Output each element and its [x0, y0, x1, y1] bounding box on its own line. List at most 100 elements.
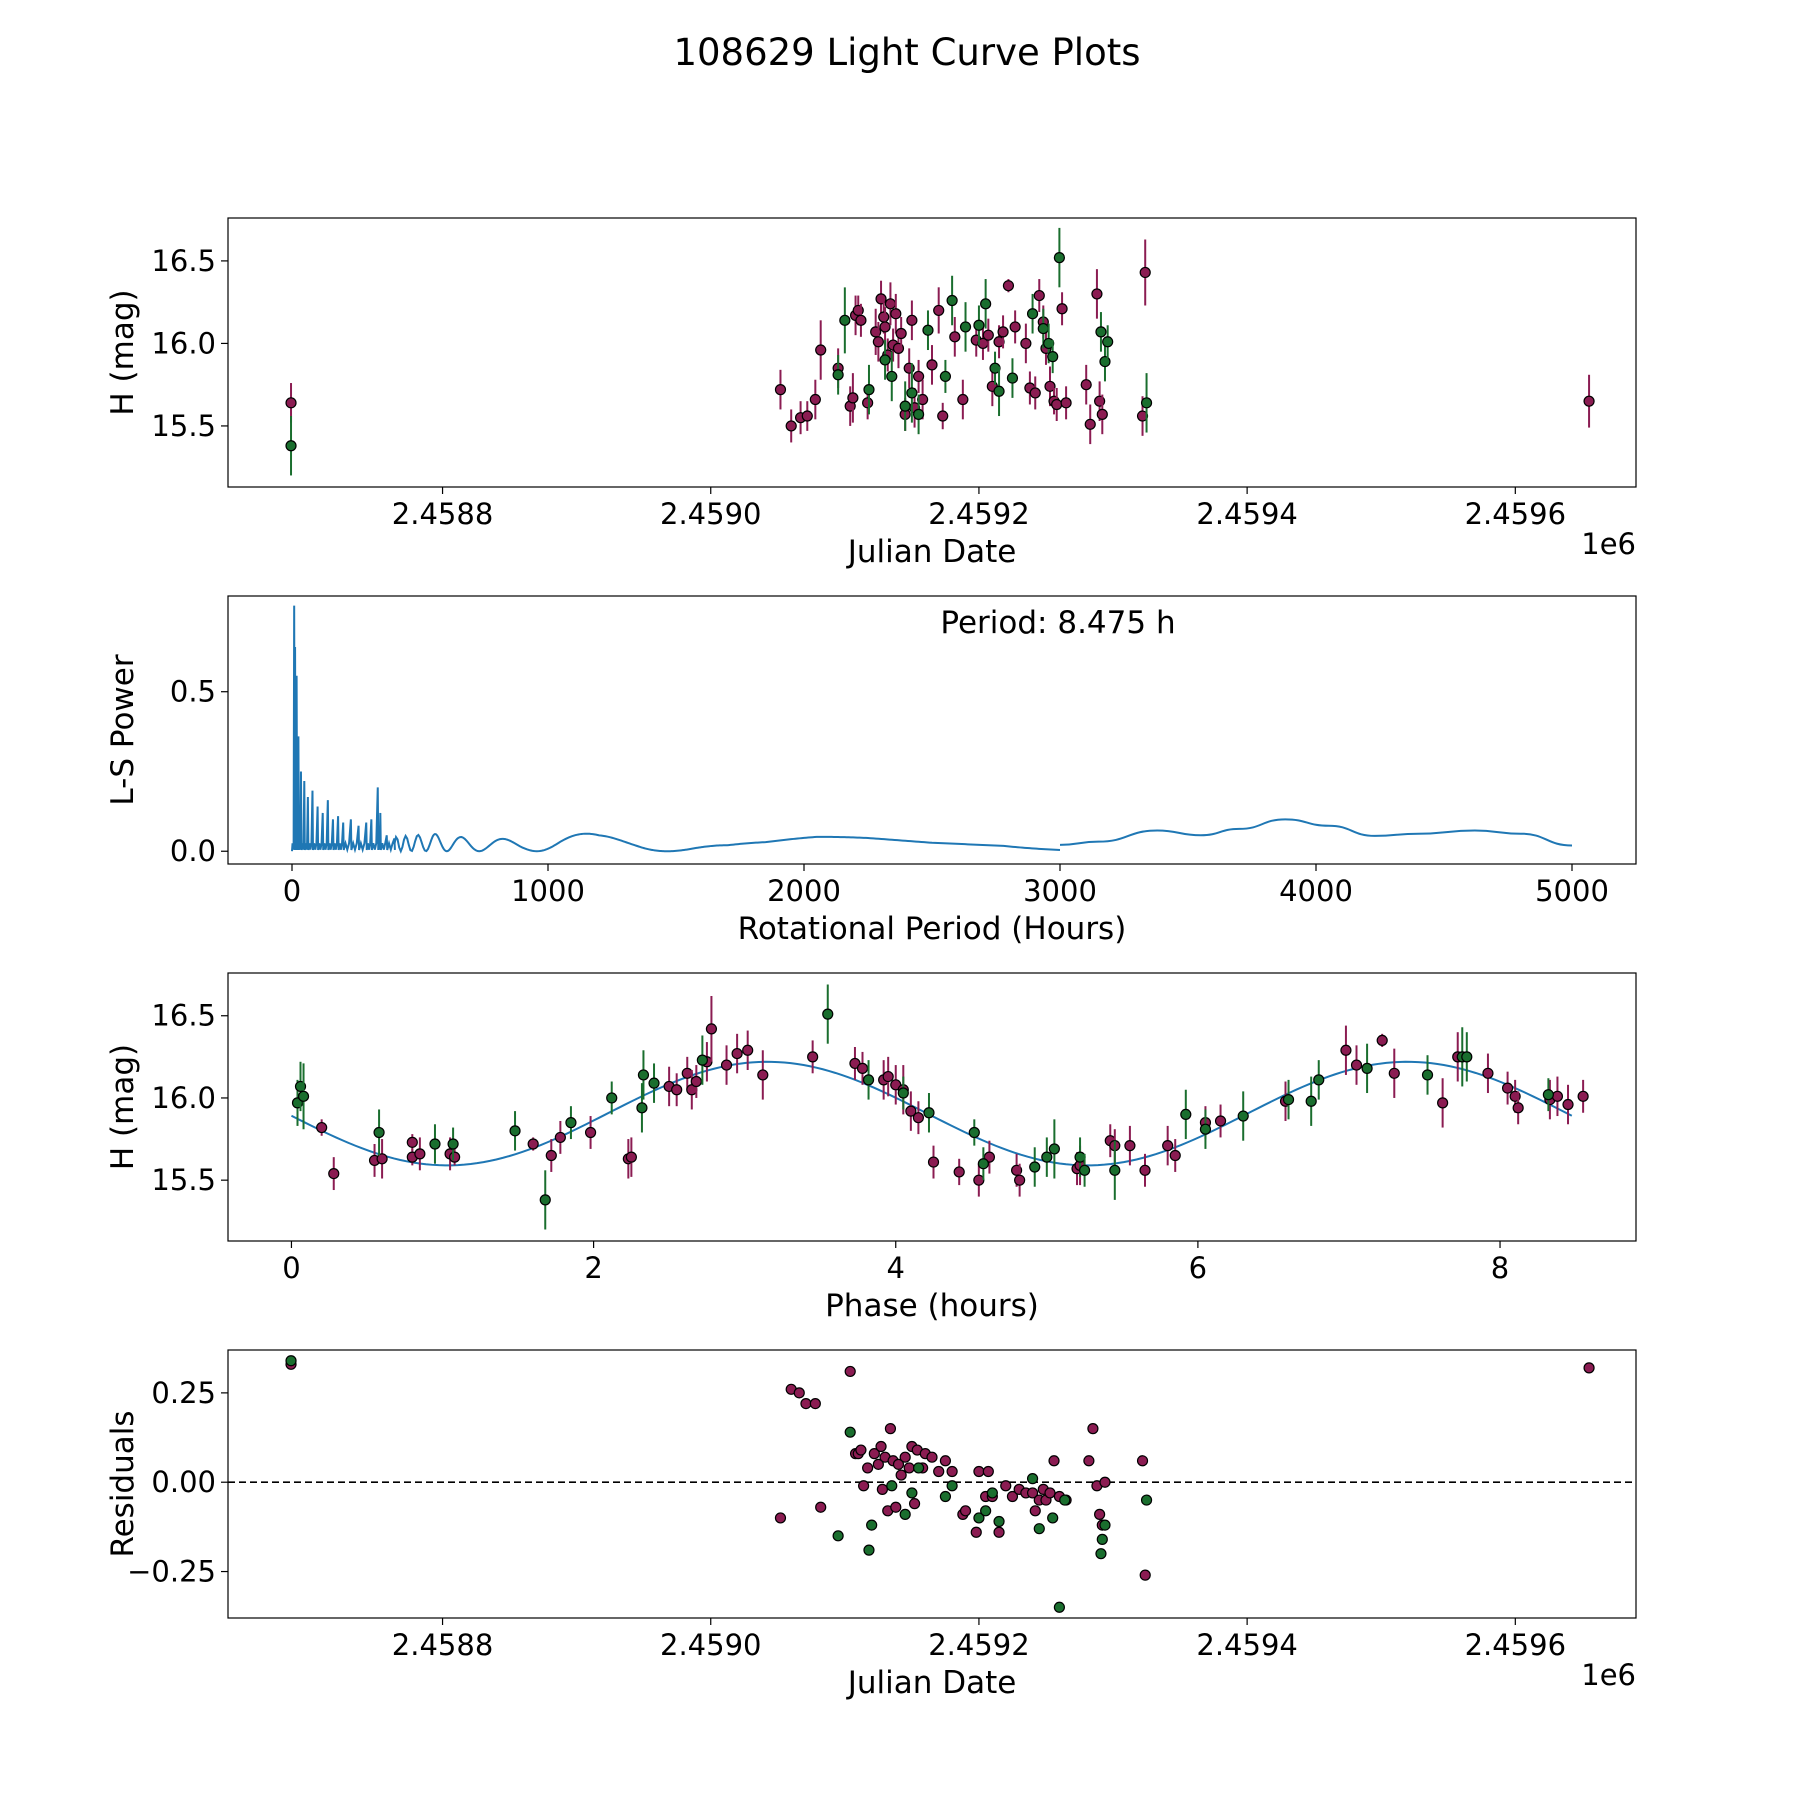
data-point: [1562, 1098, 1574, 1111]
axes-frame: [227, 595, 1637, 865]
data-point: [905, 1105, 917, 1117]
data-point: [414, 1148, 426, 1160]
data-point: [858, 1480, 870, 1492]
data-series-band-b: [291, 984, 1554, 1230]
data-point: [939, 1490, 952, 1503]
data-point: [1084, 418, 1096, 430]
y-axis-label: L-S Power: [105, 654, 141, 805]
data-point: [890, 1501, 902, 1513]
data-point: [839, 314, 851, 326]
data-point: [872, 1458, 884, 1470]
data-point: [884, 1423, 897, 1435]
data-point: [863, 384, 875, 396]
x-tick-label: 2.4590: [660, 497, 761, 531]
data-point: [1437, 1097, 1449, 1109]
data-point: [980, 298, 992, 310]
data-point: [1169, 1149, 1181, 1162]
data-point: [863, 1544, 875, 1556]
data-point: [1029, 387, 1041, 399]
data-point: [970, 1526, 982, 1538]
data-point: [1056, 303, 1068, 315]
data-point: [1044, 380, 1056, 392]
data-point: [584, 1126, 597, 1139]
y-tick-label: 16.5: [151, 244, 216, 278]
data-point: [923, 1107, 935, 1119]
data-point: [545, 1149, 557, 1162]
data-point: [906, 387, 918, 399]
data-point: [957, 393, 969, 406]
data-series-band-a: [316, 996, 1589, 1197]
data-point: [1139, 1569, 1151, 1581]
x-tick-label: 2000: [767, 874, 841, 908]
data-point: [1501, 1082, 1514, 1094]
data-point: [1512, 1102, 1524, 1114]
x-axis-label: Phase (hours): [825, 1288, 1039, 1324]
data-point: [906, 314, 918, 326]
x-axis-offset-label: 1e6: [1581, 1658, 1636, 1692]
data-point: [1087, 1423, 1099, 1435]
data-point: [1048, 1143, 1060, 1155]
data-point: [922, 324, 934, 336]
data-point: [982, 329, 994, 341]
data-point: [565, 1117, 577, 1129]
data-point: [1361, 1062, 1373, 1074]
data-point: [720, 1059, 733, 1071]
residuals-panel: 2.4588 2.4590 2.4592 2.4594 2.4596 −0.25 0.00 0…: [105, 1349, 1637, 1701]
data-point: [636, 1102, 648, 1114]
data-point: [968, 1126, 980, 1139]
data-point: [1020, 337, 1032, 350]
data-point: [1047, 1512, 1059, 1524]
data-point: [757, 1069, 769, 1081]
data-point: [973, 319, 985, 331]
data-point: [1033, 289, 1045, 302]
data-point: [1083, 1455, 1095, 1467]
data-point: [1305, 1095, 1317, 1107]
data-point: [1482, 1067, 1494, 1079]
data-point: [637, 1069, 650, 1081]
x-tick-label: 2: [584, 1251, 602, 1285]
data-point: [406, 1136, 418, 1148]
data-point: [1350, 1059, 1363, 1071]
data-point: [696, 1054, 708, 1066]
data-point: [742, 1044, 754, 1056]
y-axis-label: H (mag): [105, 289, 141, 415]
data-point: [1047, 351, 1059, 363]
data-point: [959, 321, 972, 333]
data-point: [1029, 1161, 1041, 1173]
x-tick-label: 2.4592: [928, 1628, 1029, 1662]
data-point: [1078, 1164, 1091, 1176]
data-point: [1282, 1094, 1295, 1106]
x-tick-label: 0: [282, 1251, 300, 1285]
data-point: [1095, 1548, 1107, 1560]
y-tick-label: 16.0: [151, 1081, 216, 1115]
data-point: [509, 1125, 521, 1137]
axes-frame: [227, 217, 1637, 488]
data-point: [933, 1465, 945, 1478]
y-tick-label: 16.0: [151, 326, 216, 360]
data-point: [847, 392, 859, 404]
data-point: [690, 1075, 702, 1088]
data-point: [1051, 398, 1063, 411]
x-tick-label: 2.4594: [1196, 1628, 1297, 1662]
data-point: [807, 1051, 819, 1063]
x-tick-label: 4: [887, 1251, 905, 1285]
data-point: [912, 1112, 925, 1124]
data-point: [1136, 1455, 1149, 1467]
data-point: [1237, 1110, 1249, 1122]
data-point: [681, 1067, 693, 1079]
data-point: [862, 1074, 875, 1086]
data-point: [1091, 288, 1103, 300]
data-point: [1099, 355, 1111, 368]
data-point: [1099, 1476, 1111, 1488]
data-point: [373, 1126, 385, 1139]
data-point: [973, 1465, 985, 1478]
data-point: [1026, 308, 1039, 320]
data-point: [606, 1092, 618, 1104]
data-point: [1313, 1074, 1325, 1086]
data-point: [429, 1138, 441, 1150]
y-tick-label: −0.25: [127, 1555, 216, 1589]
x-tick-label: 2.4588: [392, 497, 493, 531]
data-series-band-b: [285, 227, 1153, 476]
data-point: [906, 1487, 918, 1499]
data-point: [809, 1397, 821, 1410]
